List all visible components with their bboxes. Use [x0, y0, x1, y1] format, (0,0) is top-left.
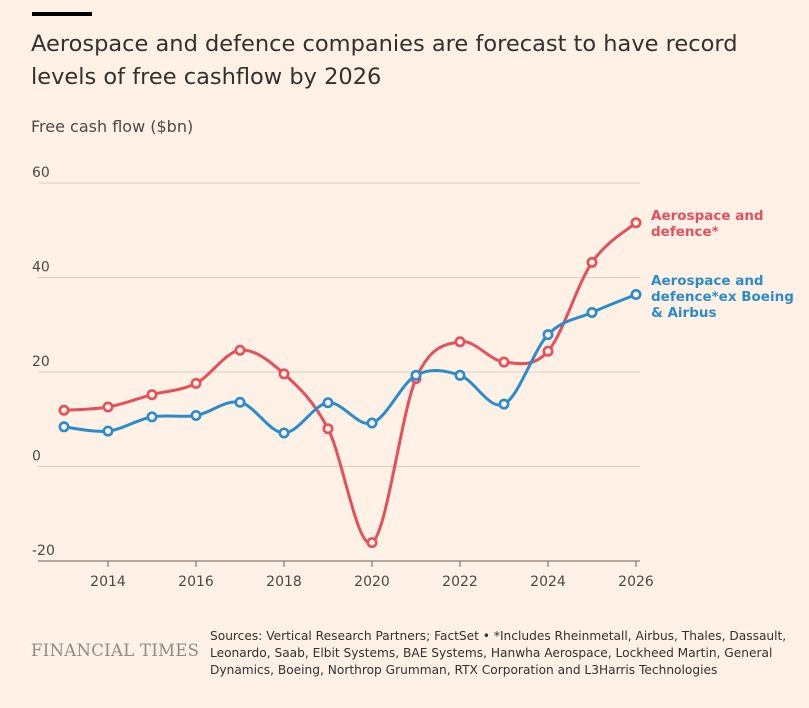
data-point: [366, 537, 378, 549]
data-point: [322, 397, 334, 409]
ft-logo: FINANCIAL TIMES: [31, 641, 200, 660]
x-tick-label: 2020: [354, 574, 390, 590]
data-point: [454, 336, 466, 348]
data-point: [278, 427, 290, 439]
data-point: [542, 329, 554, 341]
x-tick-label: 2022: [442, 574, 478, 590]
x-tick-label: 2026: [618, 574, 654, 590]
data-point: [146, 389, 158, 401]
x-axis-ticks: 2014 2016 2018 2020 2022 2024 2026: [90, 561, 654, 590]
y-tick-label: 20: [32, 354, 50, 370]
data-point: [542, 345, 554, 357]
data-point: [102, 425, 114, 437]
data-point: [190, 377, 202, 389]
data-point: [322, 423, 334, 435]
data-point: [234, 396, 246, 408]
chart-title: Aerospace and defence companies are fore…: [31, 31, 738, 90]
series-label: Aerospace and defence*: [651, 208, 764, 240]
data-point: [366, 417, 378, 429]
data-point: [102, 401, 114, 413]
data-point: [454, 369, 466, 381]
data-point: [498, 398, 510, 410]
x-tick-label: 2024: [530, 574, 566, 590]
data-point: [146, 411, 158, 423]
data-point: [410, 369, 422, 381]
data-point: [190, 409, 202, 421]
y-tick-label: 40: [32, 260, 50, 276]
series-ex-boeing-airbus: [58, 289, 642, 439]
data-point: [630, 217, 642, 229]
data-point: [234, 344, 246, 356]
data-point: [58, 404, 70, 416]
data-point: [278, 368, 290, 380]
source-note: Sources: Vertical Research Partners; Fac…: [210, 629, 787, 677]
x-tick-label: 2014: [90, 574, 126, 590]
series-labels: Aerospace and defence* Aerospace and defenc…: [651, 208, 794, 321]
series-line: [62, 221, 638, 545]
y-axis-title: Free cash flow ($bn): [31, 117, 194, 136]
y-tick-label: -20: [32, 543, 55, 559]
y-tick-label: 0: [32, 449, 41, 465]
y-tick-label: 60: [32, 165, 50, 181]
y-axis-ticks: 60 40 20 0 -20: [32, 165, 55, 559]
series-label: Aerospace and defence*ex Boeing & Airbus: [651, 273, 794, 321]
data-point: [586, 256, 598, 268]
series-line: [62, 293, 638, 435]
data-point: [58, 421, 70, 433]
series-lines: [58, 217, 642, 549]
series-aerospace-defence: [58, 217, 642, 549]
data-point: [586, 306, 598, 318]
data-point: [630, 289, 642, 301]
data-point: [498, 356, 510, 368]
ft-top-rule: [32, 12, 92, 16]
grid-lines: [38, 182, 640, 562]
x-tick-label: 2018: [266, 574, 302, 590]
x-tick-label: 2016: [178, 574, 214, 590]
